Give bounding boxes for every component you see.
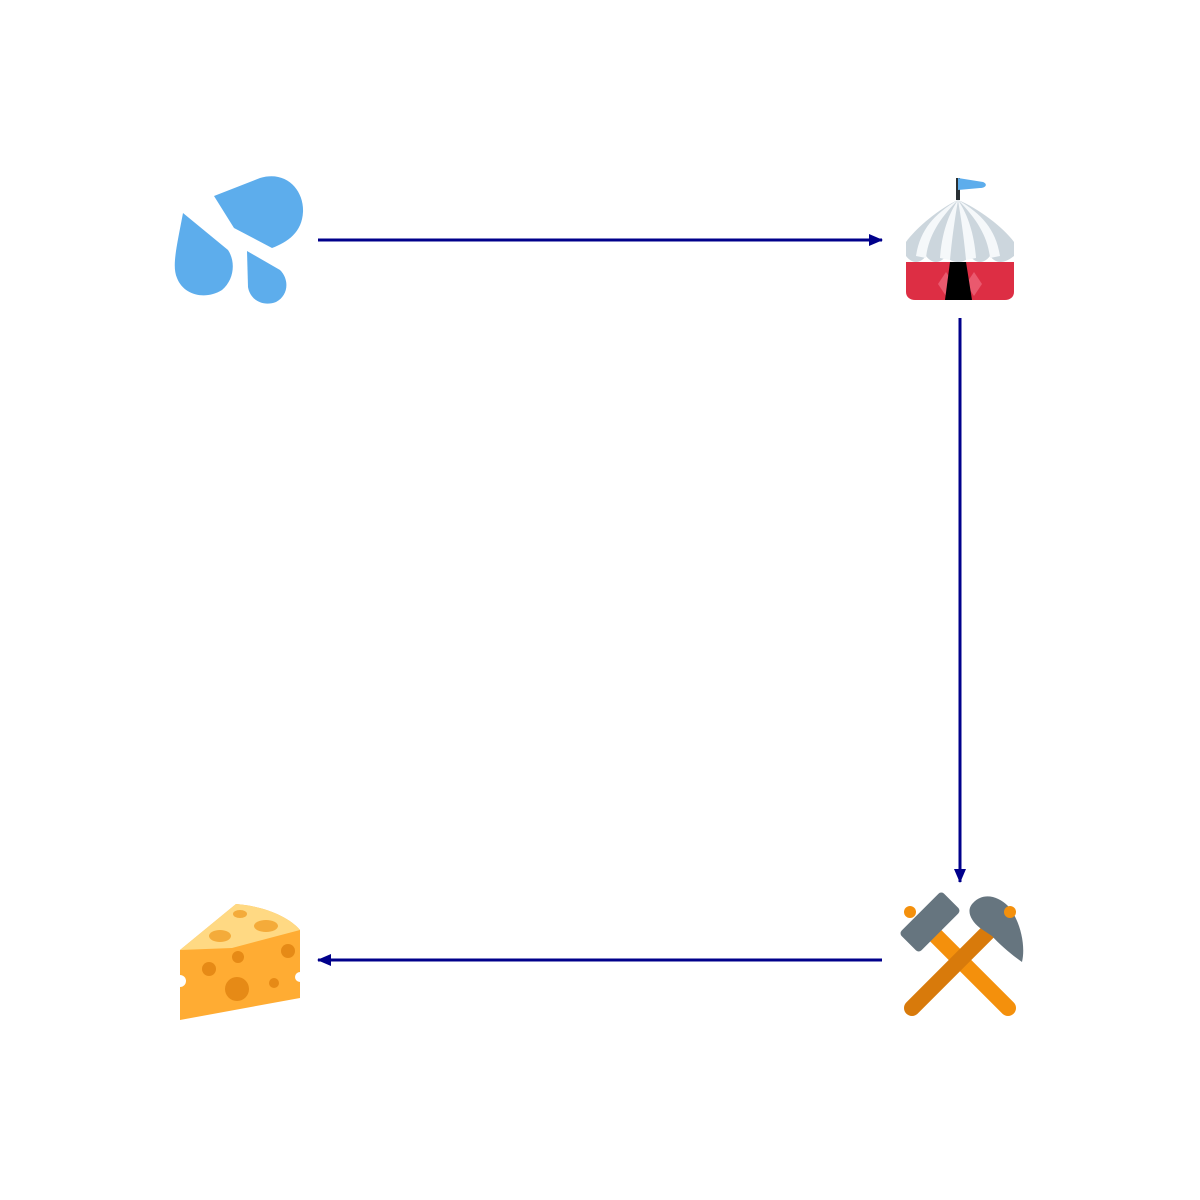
sweat-droplets-icon [175,176,303,303]
hammer-and-pick-icon [899,891,1023,1008]
circus-tent-icon [906,178,1014,300]
cheese-wedge-icon [174,904,305,1020]
